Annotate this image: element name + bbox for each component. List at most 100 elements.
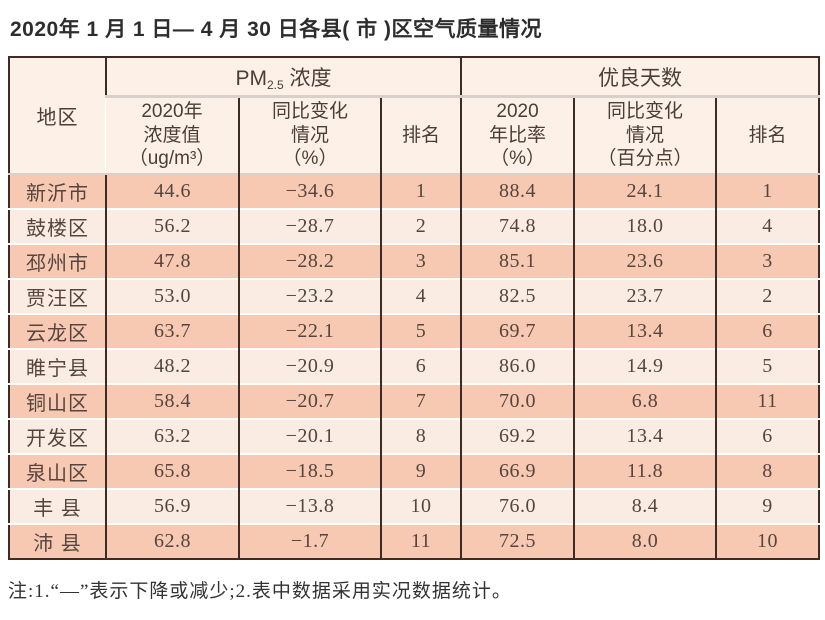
pm-value-cell: 63.7 (105, 313, 239, 349)
region-cell: 沛 县 (9, 523, 106, 559)
good-change-cell: 11.8 (573, 453, 717, 489)
region-cell: 贾汪区 (9, 278, 106, 314)
table-header-group-row: 地区 PM2.5 浓度 优良天数 (9, 57, 820, 174)
pm-value-cell: 56.9 (105, 488, 239, 524)
good-rank-cell: 8 (715, 453, 820, 489)
table-row: 睢宁县 48.2 −20.9 6 86.0 14.9 5 (9, 348, 820, 384)
region-cell: 新沂市 (9, 173, 106, 209)
pm-change-cell: −1.7 (238, 523, 381, 559)
page-title: 2020年 1 月 1 日— 4 月 30 日各县( 市 )区空气质量情况 (10, 18, 542, 41)
col-group-good-days: 优良天数 (460, 57, 820, 98)
table-row: 云龙区 63.7 −22.1 5 69.7 13.4 6 (9, 313, 820, 349)
pm-value-cell: 65.8 (105, 453, 239, 489)
pm25-subscript: 2.5 (266, 77, 284, 92)
pm-rank-cell: 9 (379, 453, 462, 489)
table-row: 沛 县 62.8 −1.7 11 72.5 8.0 10 (9, 523, 820, 559)
table-row: 铜山区 58.4 −20.7 7 70.0 6.8 11 (9, 383, 820, 419)
table-row: 贾汪区 53.0 −23.2 4 82.5 23.7 2 (9, 278, 820, 314)
table-row: 丰 县 56.9 −13.8 10 76.0 8.4 9 (9, 488, 820, 524)
good-change-cell: 8.4 (573, 488, 717, 524)
table-header-sub-row: 2020年 浓度值 （ug/m³） 同比变化 情况 （%） 排名 2020 年比… (9, 96, 820, 174)
pm-value-cell: 62.8 (105, 523, 239, 559)
good-rate-cell: 70.0 (460, 383, 575, 419)
good-rank-cell: 10 (715, 523, 820, 559)
pm-rank-cell: 11 (379, 523, 462, 559)
pm-rank-cell: 4 (379, 278, 462, 314)
col-header-pm-rank: 排名 (379, 96, 462, 174)
table-row: 邳州市 47.8 −28.2 3 85.1 23.6 3 (9, 243, 820, 279)
pm-change-cell: −20.7 (238, 383, 381, 419)
table-header: 地区 PM2.5 浓度 优良天数 2020年 浓度值 （ug/m³） 同比变化 … (9, 57, 820, 174)
footnote: 注:1.“—”表示下降或减少;2.表中数据采用实况数据统计。 (8, 581, 512, 602)
col-header-good-rate: 2020 年比率 （%） (460, 96, 575, 174)
good-rank-cell: 3 (715, 243, 820, 279)
good-rank-cell: 2 (715, 278, 820, 314)
good-rank-cell: 6 (715, 313, 820, 349)
region-cell: 睢宁县 (9, 348, 106, 384)
good-rank-cell: 6 (715, 418, 820, 454)
pm-change-cell: −23.2 (238, 278, 381, 314)
pm-value-cell: 48.2 (105, 348, 239, 384)
pm-value-cell: 53.0 (105, 278, 239, 314)
good-rank-cell: 11 (715, 383, 820, 419)
pm-rank-cell: 5 (379, 313, 462, 349)
table-row: 新沂市 44.6 −34.6 1 88.4 24.1 1 (9, 173, 820, 209)
col-header-pm-value: 2020年 浓度值 （ug/m³） (106, 96, 239, 174)
good-change-cell: 13.4 (573, 313, 717, 349)
good-rate-cell: 72.5 (460, 523, 575, 559)
pm-change-cell: −18.5 (238, 453, 381, 489)
region-cell: 泉山区 (9, 453, 106, 489)
good-change-cell: 6.8 (573, 383, 717, 419)
good-change-cell: 8.0 (573, 523, 717, 559)
table-row: 泉山区 65.8 −18.5 9 66.9 11.8 8 (9, 453, 820, 489)
table-body: 新沂市 44.6 −34.6 1 88.4 24.1 1 鼓楼区 56.2 −28.7 2 74.8 1… (9, 173, 820, 559)
col-header-region: 地区 (9, 57, 106, 174)
good-rate-cell: 88.4 (460, 173, 575, 209)
air-quality-table: 地区 PM2.5 浓度 优良天数 2020年 浓度值 （ug/m³） 同比变化 … (8, 56, 821, 560)
good-rate-cell: 86.0 (460, 348, 575, 384)
pm-rank-cell: 8 (379, 418, 462, 454)
good-change-cell: 14.9 (573, 348, 717, 384)
pm-value-cell: 58.4 (105, 383, 239, 419)
pm-rank-cell: 10 (379, 488, 462, 524)
pm-value-cell: 63.2 (105, 418, 239, 454)
pm-rank-cell: 7 (379, 383, 462, 419)
good-change-cell: 23.7 (573, 278, 717, 314)
pm-value-cell: 47.8 (105, 243, 239, 279)
pm-change-cell: −22.1 (238, 313, 381, 349)
region-cell: 开发区 (9, 418, 106, 454)
col-group-pm25: PM2.5 浓度 (104, 57, 462, 98)
pm-value-cell: 44.6 (105, 173, 239, 209)
pm-change-cell: −13.8 (238, 488, 381, 524)
pm-rank-cell: 2 (379, 208, 462, 244)
region-cell: 铜山区 (9, 383, 106, 419)
pm-change-cell: −20.9 (238, 348, 381, 384)
good-rate-cell: 69.2 (460, 418, 575, 454)
good-rate-cell: 66.9 (460, 453, 575, 489)
good-change-cell: 23.6 (573, 243, 717, 279)
good-rate-cell: 69.7 (460, 313, 575, 349)
good-rate-cell: 76.0 (460, 488, 575, 524)
pm-rank-cell: 6 (379, 348, 462, 384)
pm-change-cell: −20.1 (238, 418, 381, 454)
pm-value-cell: 56.2 (105, 208, 239, 244)
good-change-cell: 24.1 (573, 173, 717, 209)
table-row: 开发区 63.2 −20.1 8 69.2 13.4 6 (9, 418, 820, 454)
good-change-cell: 18.0 (573, 208, 717, 244)
region-cell: 鼓楼区 (9, 208, 106, 244)
pm-rank-cell: 3 (379, 243, 462, 279)
pm25-label-prefix: PM (235, 66, 267, 90)
region-cell: 邳州市 (9, 243, 106, 279)
pm-change-cell: −28.2 (238, 243, 381, 279)
good-rate-cell: 85.1 (460, 243, 575, 279)
good-rate-cell: 74.8 (460, 208, 575, 244)
region-cell: 云龙区 (9, 313, 106, 349)
pm25-label-suffix: 浓度 (283, 66, 332, 90)
good-rate-cell: 82.5 (460, 278, 575, 314)
col-header-good-change: 同比变化 情况 （百分点） (573, 96, 717, 174)
good-rank-cell: 5 (715, 348, 820, 384)
pm-change-cell: −34.6 (238, 173, 381, 209)
table-row: 鼓楼区 56.2 −28.7 2 74.8 18.0 4 (9, 208, 820, 244)
pm-change-cell: −28.7 (238, 208, 381, 244)
